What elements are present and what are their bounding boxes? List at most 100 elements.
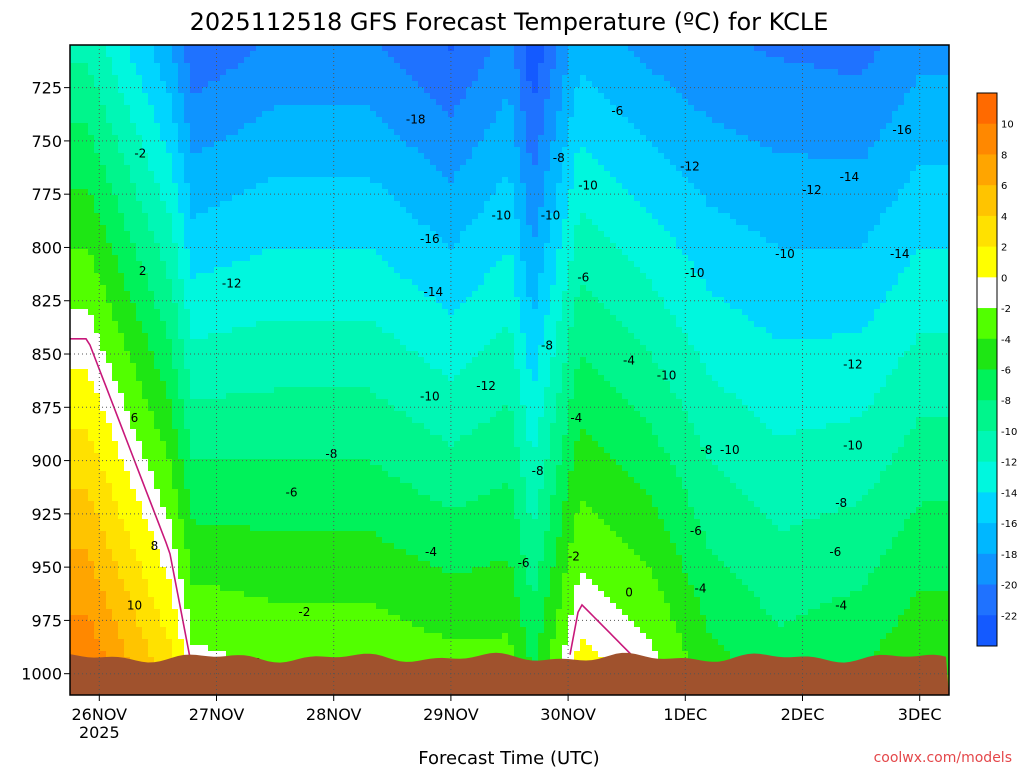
temperature-cell	[70, 615, 77, 622]
temperature-cell	[286, 159, 293, 166]
temperature-cell	[160, 189, 167, 196]
temperature-cell	[190, 165, 197, 172]
temperature-cell	[334, 591, 341, 598]
temperature-cell	[100, 639, 107, 646]
temperature-cell	[298, 453, 305, 460]
temperature-cell	[178, 351, 185, 358]
temperature-cell	[118, 405, 125, 412]
temperature-cell	[280, 573, 287, 580]
temperature-cell	[118, 267, 125, 274]
temperature-cell	[100, 387, 107, 394]
temperature-cell	[232, 81, 239, 88]
temperature-cell	[304, 495, 311, 502]
temperature-cell	[310, 129, 317, 136]
temperature-cell	[190, 243, 197, 250]
temperature-cell	[184, 477, 191, 484]
temperature-cell	[94, 471, 101, 478]
temperature-cell	[262, 429, 269, 436]
temperature-cell	[322, 369, 329, 376]
temperature-cell	[118, 369, 125, 376]
temperature-cell	[268, 417, 275, 424]
temperature-cell	[340, 207, 347, 214]
temperature-cell	[274, 237, 281, 244]
temperature-cell	[184, 579, 191, 586]
temperature-cell	[280, 129, 287, 136]
temperature-cell	[184, 255, 191, 262]
temperature-cell	[154, 207, 161, 214]
temperature-cell	[184, 273, 191, 280]
temperature-cell	[76, 579, 83, 586]
temperature-cell	[148, 297, 155, 304]
temperature-cell	[262, 99, 269, 106]
temperature-cell	[70, 363, 77, 370]
temperature-cell	[286, 375, 293, 382]
temperature-cell	[298, 267, 305, 274]
temperature-cell	[328, 447, 335, 454]
temperature-cell	[220, 573, 227, 580]
temperature-cell	[76, 267, 83, 274]
temperature-cell	[172, 609, 179, 616]
temperature-cell	[292, 297, 299, 304]
temperature-cell	[190, 195, 197, 202]
temperature-cell	[214, 561, 221, 568]
temperature-cell	[238, 165, 245, 172]
temperature-cell	[160, 471, 167, 478]
temperature-cell	[100, 315, 107, 322]
temperature-cell	[298, 429, 305, 436]
temperature-cell	[208, 99, 215, 106]
temperature-cell	[100, 267, 107, 274]
temperature-cell	[124, 609, 131, 616]
temperature-cell	[340, 189, 347, 196]
temperature-cell	[328, 579, 335, 586]
temperature-cell	[172, 525, 179, 532]
temperature-cell	[88, 393, 95, 400]
temperature-cell	[190, 159, 197, 166]
temperature-cell	[340, 243, 347, 250]
temperature-cell	[208, 177, 215, 184]
temperature-cell	[310, 123, 317, 130]
temperature-cell	[178, 435, 185, 442]
temperature-cell	[286, 249, 293, 256]
temperature-cell	[334, 255, 341, 262]
temperature-cell	[178, 345, 185, 352]
temperature-cell	[82, 123, 89, 130]
temperature-cell	[94, 447, 101, 454]
temperature-cell	[268, 615, 275, 622]
temperature-cell	[202, 297, 209, 304]
temperature-cell	[262, 177, 269, 184]
temperature-cell	[100, 567, 107, 574]
temperature-cell	[172, 111, 179, 118]
temperature-cell	[118, 327, 125, 334]
temperature-cell	[208, 561, 215, 568]
temperature-cell	[76, 105, 83, 112]
temperature-cell	[304, 87, 311, 94]
temperature-cell	[166, 237, 173, 244]
temperature-cell	[160, 429, 167, 436]
temperature-cell	[184, 375, 191, 382]
temperature-cell	[184, 297, 191, 304]
temperature-cell	[148, 165, 155, 172]
temperature-cell	[136, 405, 143, 412]
temperature-cell	[178, 267, 185, 274]
temperature-cell	[340, 141, 347, 148]
temperature-cell	[142, 441, 149, 448]
temperature-cell	[280, 69, 287, 76]
temperature-cell	[88, 519, 95, 526]
temperature-cell	[280, 165, 287, 172]
temperature-cell	[148, 405, 155, 412]
temperature-cell	[262, 213, 269, 220]
temperature-cell	[166, 231, 173, 238]
temperature-cell	[340, 423, 347, 430]
temperature-cell	[190, 381, 197, 388]
temperature-cell	[310, 387, 317, 394]
temperature-cell	[316, 411, 323, 418]
temperature-cell	[196, 129, 203, 136]
temperature-cell	[172, 195, 179, 202]
temperature-cell	[334, 399, 341, 406]
temperature-cell	[208, 591, 215, 598]
temperature-cell	[190, 615, 197, 622]
temperature-cell	[178, 183, 185, 190]
temperature-cell	[322, 375, 329, 382]
temperature-cell	[214, 129, 221, 136]
temperature-cell	[316, 501, 323, 508]
